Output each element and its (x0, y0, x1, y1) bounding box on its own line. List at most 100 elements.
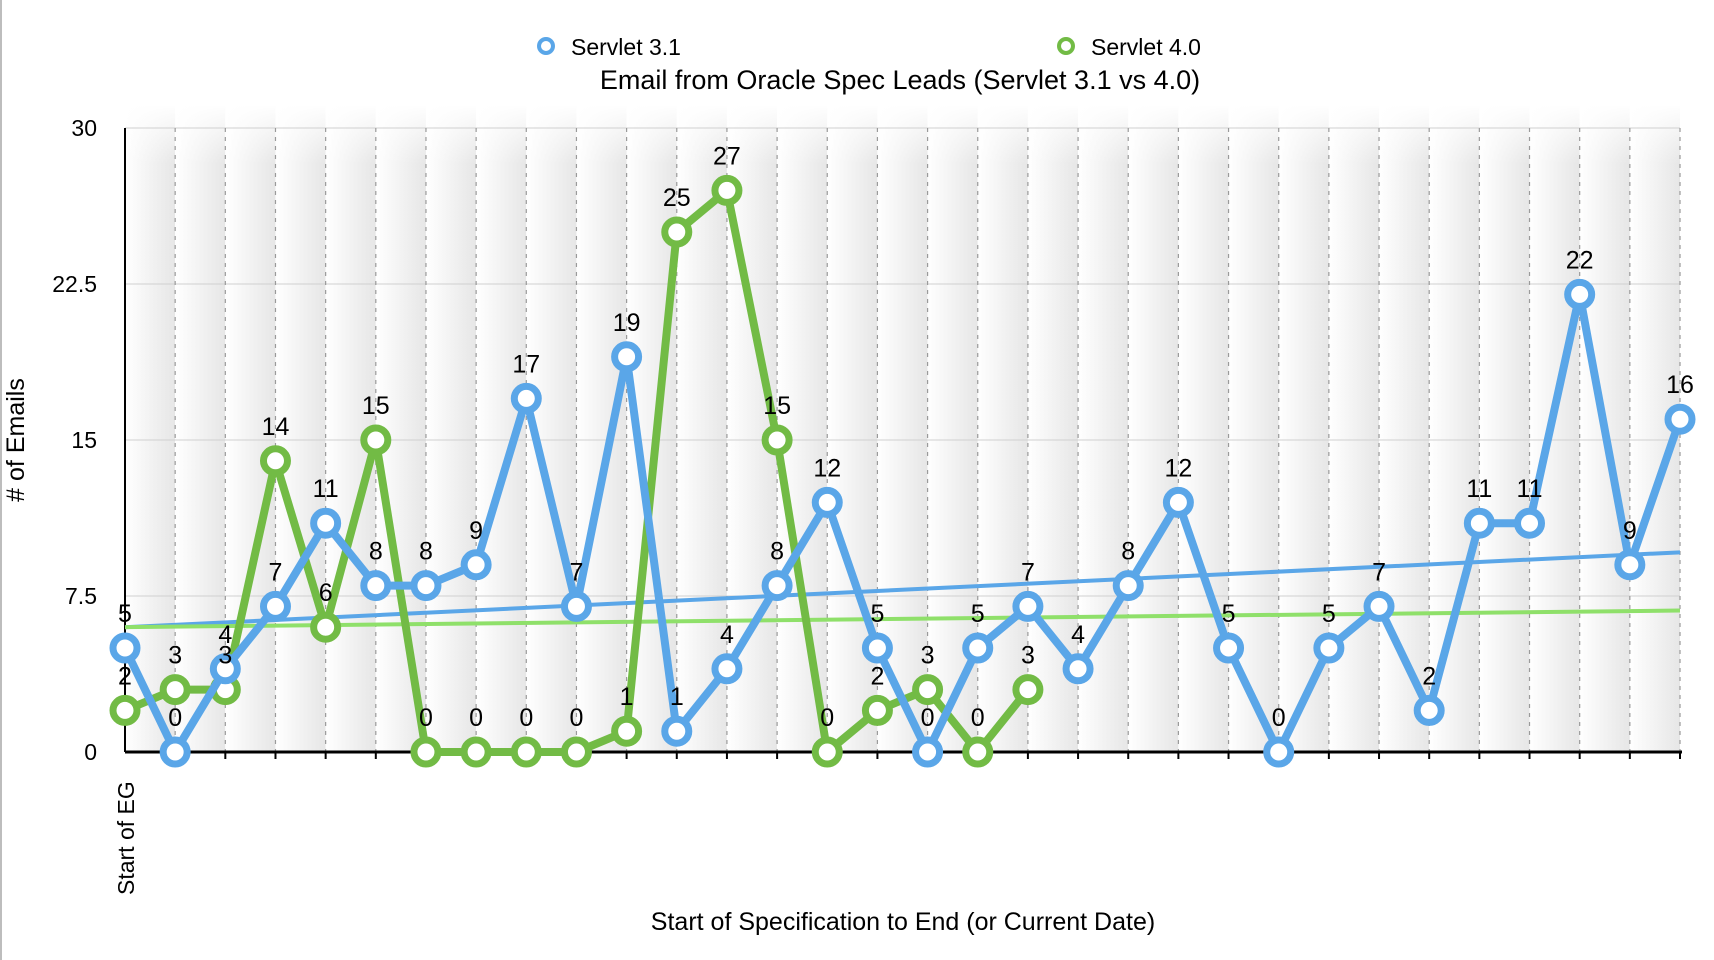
data-point-series-0 (1162, 486, 1194, 518)
data-point-series-1 (510, 736, 542, 768)
data-point-series-1 (109, 694, 141, 726)
bg-stripe (1529, 106, 1580, 752)
data-point-series-1 (611, 715, 643, 747)
data-label-series-1: 14 (262, 413, 290, 441)
data-point-series-0 (1564, 278, 1596, 310)
data-label-series-0: 5 (870, 600, 884, 628)
trendlines (124, 550, 1681, 630)
data-point-series-1 (159, 674, 191, 706)
data-point-series-1 (360, 424, 392, 456)
legend-marker-servlet-3-1 (537, 37, 555, 55)
data-label-series-0: 17 (512, 350, 540, 378)
trendline-series-1 (124, 608, 1681, 630)
data-point-series-1 (560, 736, 592, 768)
data-label-series-0: 11 (313, 475, 339, 503)
data-point-series-1 (962, 736, 994, 768)
y-tick-labels: 0 7.5 15 22.5 30 (52, 115, 97, 765)
data-label-series-1: 3 (218, 642, 232, 670)
data-label-series-0: 11 (1517, 475, 1543, 503)
data-label-series-0: 8 (1121, 538, 1135, 566)
data-point-series-0 (1062, 653, 1094, 685)
data-point-series-0 (1213, 632, 1245, 664)
bg-stripe (1078, 106, 1129, 752)
data-label-series-0: 12 (1164, 454, 1192, 482)
data-label-series-0: 7 (569, 558, 583, 586)
data-point-series-1 (310, 611, 342, 643)
data-label-series-1: 3 (1021, 642, 1035, 670)
bg-stripe (1479, 106, 1530, 752)
data-label-series-0: 9 (1623, 517, 1637, 545)
data-label-series-0: 7 (1372, 558, 1386, 586)
data-label-series-1: 15 (362, 392, 390, 420)
data-label-series-0: 8 (419, 538, 433, 566)
data-label-series-0: 11 (1466, 475, 1492, 503)
data-point-series-0 (360, 570, 392, 602)
data-label-series-0: 4 (218, 621, 232, 649)
data-point-series-0 (861, 632, 893, 664)
data-point-series-0 (1664, 403, 1696, 435)
data-label-series-1: 0 (419, 704, 433, 732)
data-label-series-0: 0 (921, 704, 935, 732)
trendline-series-0 (124, 550, 1681, 630)
data-point-series-1 (761, 424, 793, 456)
bg-stripe (1429, 106, 1480, 752)
data-label-series-0: 16 (1666, 371, 1694, 399)
data-label-series-1: 0 (820, 704, 834, 732)
data-label-series-1: 2 (870, 662, 884, 690)
data-label-series-0: 7 (269, 558, 283, 586)
data-point-series-1 (661, 216, 693, 248)
x-axis-title: Start of Specification to End (or Curren… (651, 908, 1155, 936)
legend: Servlet 3.1 Servlet 4.0 (537, 34, 1201, 60)
data-point-series-0 (1614, 549, 1646, 581)
data-point-series-0 (912, 736, 944, 768)
data-label-series-1: 1 (620, 683, 634, 711)
data-label-series-0: 0 (1272, 704, 1286, 732)
data-point-series-0 (1363, 590, 1395, 622)
data-label-series-0: 8 (369, 538, 383, 566)
legend-marker-servlet-4-0 (1057, 37, 1075, 55)
data-point-series-0 (159, 736, 191, 768)
bg-top-fade (125, 104, 1680, 164)
bg-stripe (175, 106, 226, 752)
data-label-series-0: 7 (1021, 558, 1035, 586)
data-point-series-0 (811, 486, 843, 518)
data-label-series-1: 2 (118, 662, 132, 690)
data-point-series-0 (460, 549, 492, 581)
plot-background (125, 104, 1680, 752)
data-point-series-1 (460, 736, 492, 768)
y-tick-label: 22.5 (52, 271, 97, 297)
data-point-series-1 (259, 445, 291, 477)
data-label-series-1: 0 (971, 704, 985, 732)
bg-stripe (1027, 106, 1079, 752)
data-point-series-0 (109, 632, 141, 664)
bg-stripe (275, 106, 326, 752)
data-label-series-0: 5 (1222, 600, 1236, 628)
bg-stripe (1128, 106, 1179, 752)
bg-stripe (1379, 106, 1430, 752)
data-label-series-0: 5 (118, 600, 132, 628)
data-point-series-1 (711, 174, 743, 206)
y-tick-label: 30 (71, 115, 97, 141)
data-point-series-0 (1463, 507, 1495, 539)
data-point-series-1 (811, 736, 843, 768)
x-tick-label-start-of-eg: Start of EG (113, 781, 139, 895)
data-label-series-0: 2 (1422, 662, 1436, 690)
data-point-series-0 (310, 507, 342, 539)
data-label-series-0: 22 (1566, 246, 1594, 274)
data-point-series-1 (912, 674, 944, 706)
data-point-series-0 (611, 341, 643, 373)
data-label-series-0: 4 (1071, 621, 1085, 649)
data-point-series-0 (761, 570, 793, 602)
data-point-series-0 (1112, 570, 1144, 602)
data-label-series-0: 12 (813, 454, 841, 482)
data-point-series-1 (1012, 674, 1044, 706)
data-point-series-0 (1514, 507, 1546, 539)
data-label-series-0: 5 (1322, 600, 1336, 628)
data-point-series-0 (259, 590, 291, 622)
data-label-series-0: 5 (971, 600, 985, 628)
data-point-series-0 (1263, 736, 1295, 768)
data-point-series-0 (209, 653, 241, 685)
bg-stripe (576, 106, 627, 752)
